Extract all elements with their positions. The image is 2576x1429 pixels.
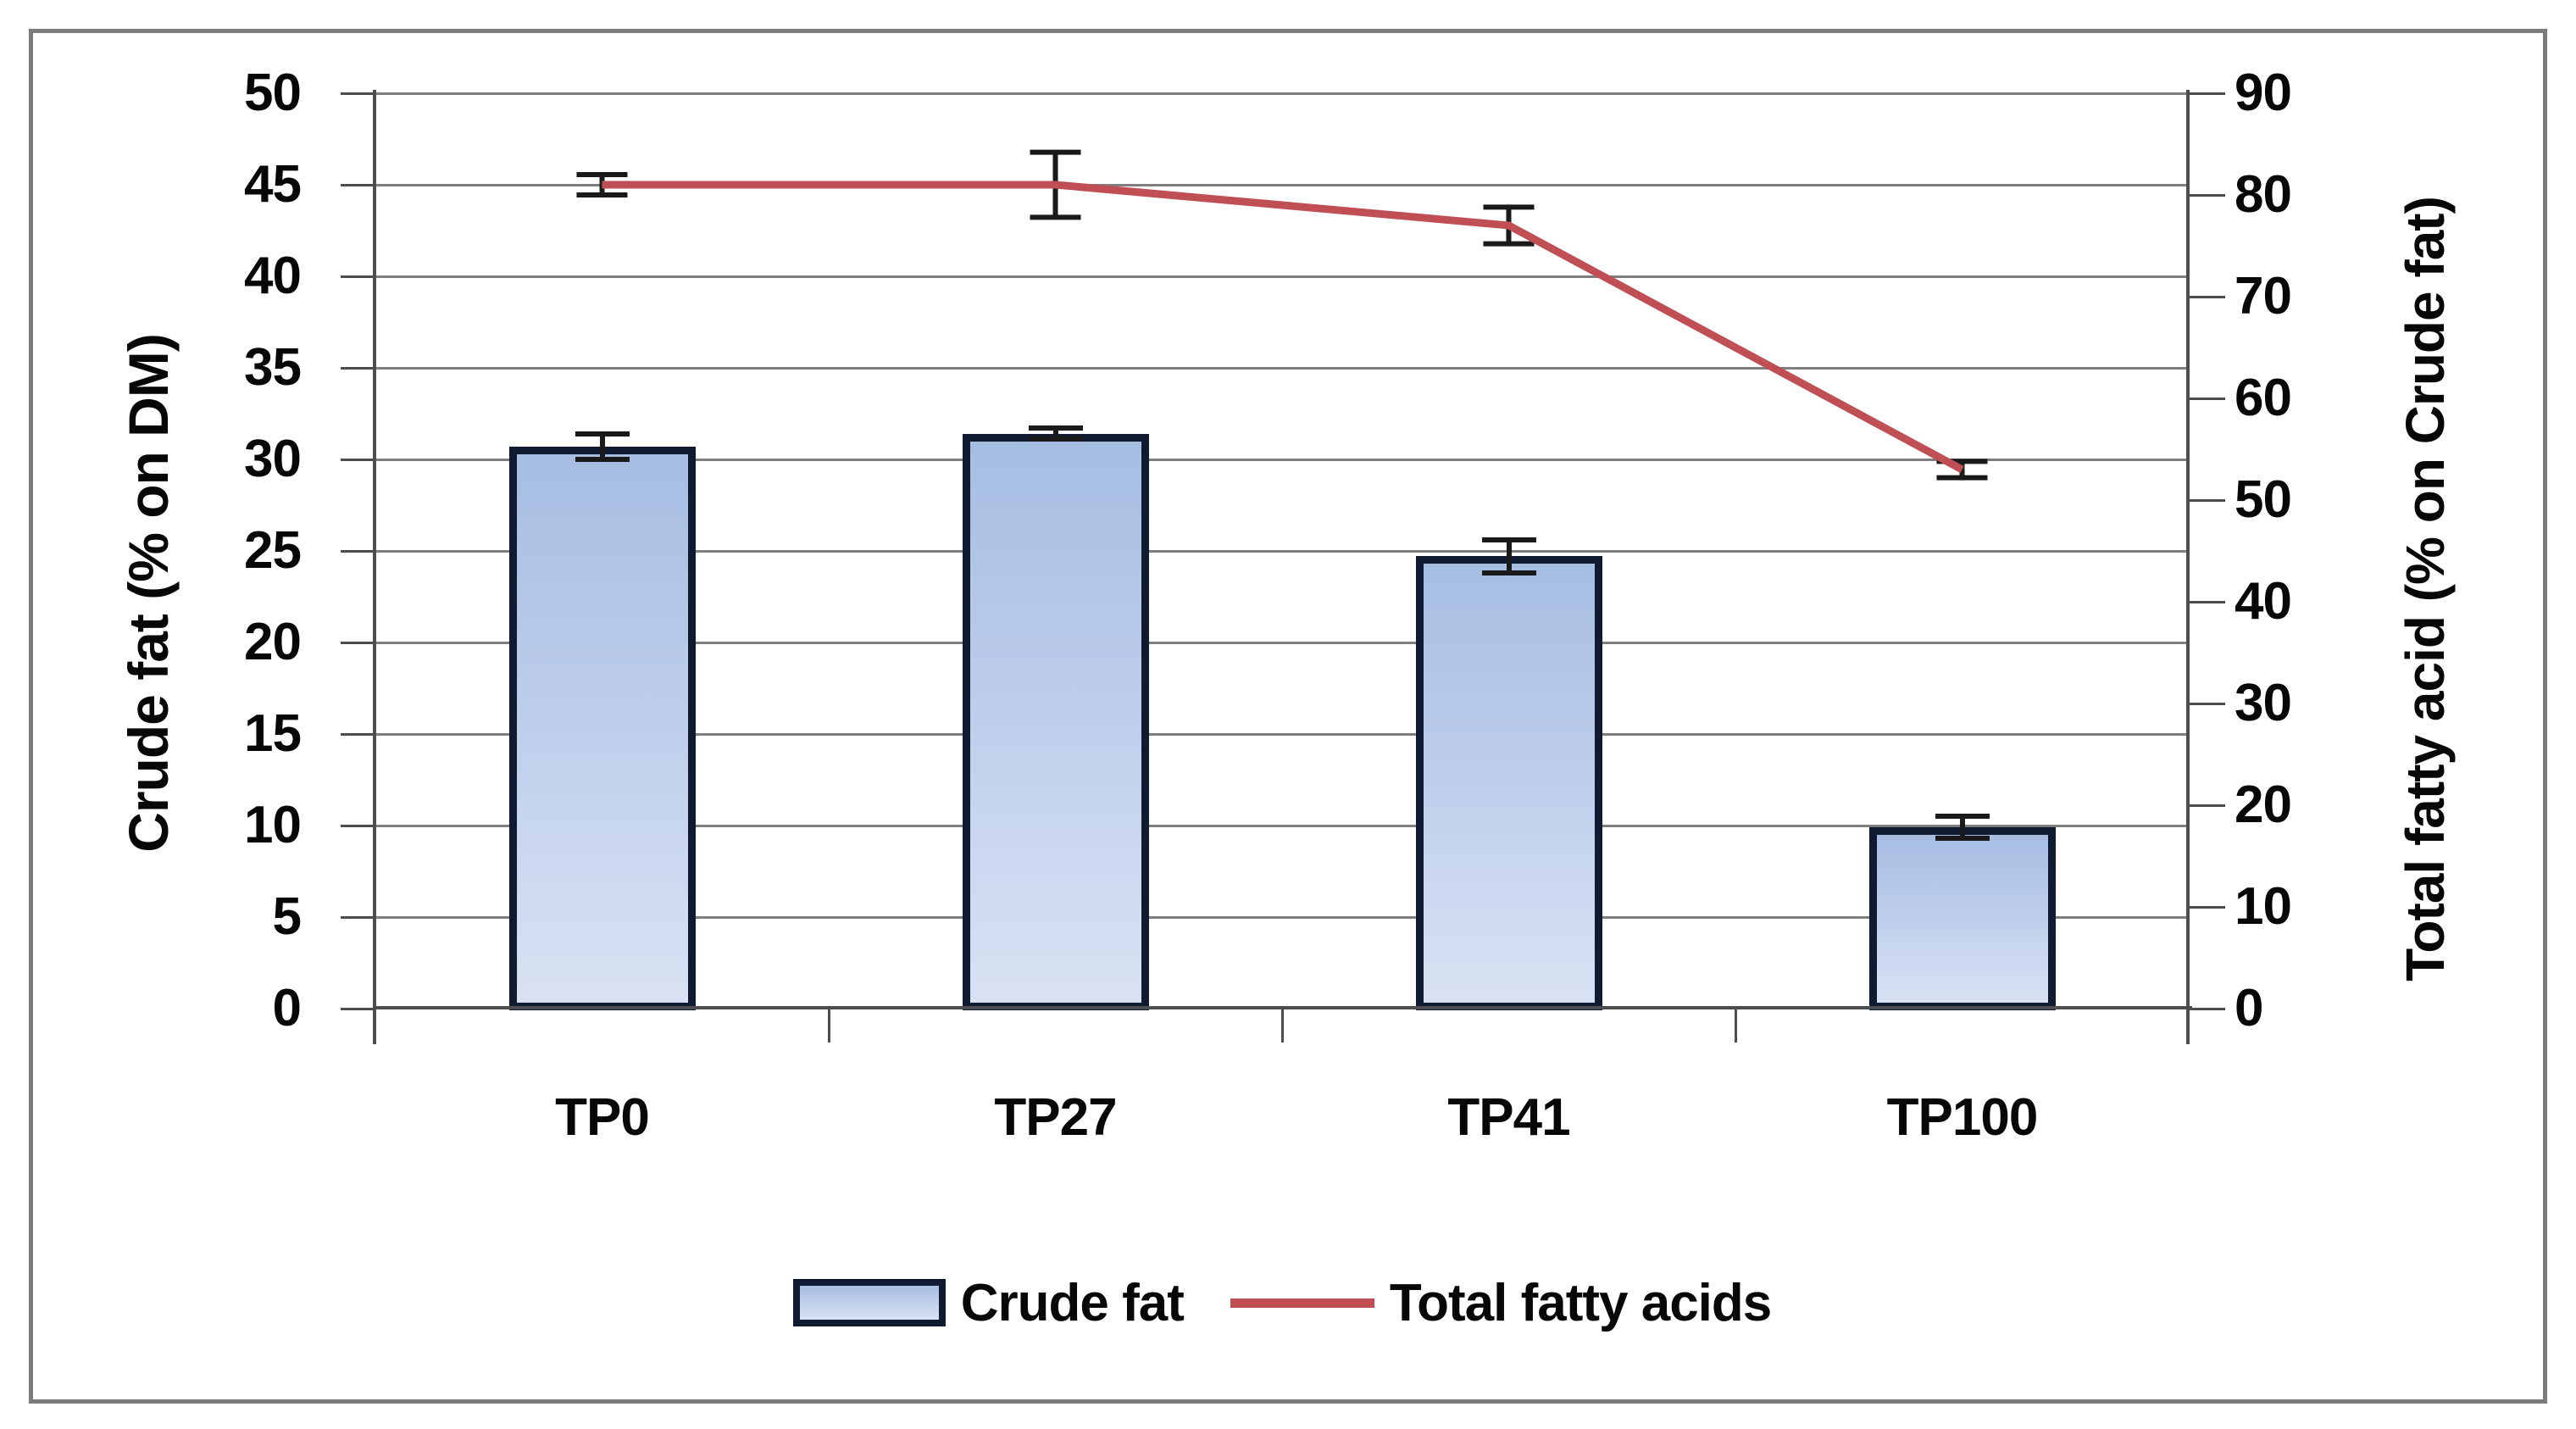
left-axis-tick (341, 824, 375, 827)
line-swatch-icon (1230, 1298, 1374, 1308)
gridline (375, 824, 2189, 827)
bar-error-bar-cap (575, 431, 630, 436)
x-axis-tick (827, 1009, 830, 1043)
bar-error-bar-cap (1481, 537, 1536, 543)
left-axis-tick (341, 915, 375, 919)
plot-area (375, 92, 2189, 1010)
x-tick-label: TP0 (555, 1088, 650, 1147)
left-axis-tick (341, 641, 375, 644)
right-tick-label: 40 (2235, 572, 2292, 631)
left-axis-tick (341, 732, 375, 736)
left-axis-tick (341, 1007, 375, 1010)
left-axis-line (373, 90, 376, 1044)
bar-error-bar-line (1052, 428, 1058, 440)
right-axis-tick (2190, 397, 2225, 400)
x-axis-tick (1280, 1009, 1284, 1043)
left-tick-label: 10 (244, 796, 302, 854)
gridline (375, 915, 2189, 919)
gridline (375, 183, 2189, 186)
bar-error-bar-cap (1935, 814, 1990, 820)
bar (1415, 556, 1602, 1010)
right-tick-label: 50 (2235, 470, 2292, 529)
left-axis-tick (341, 92, 375, 95)
bar (508, 446, 696, 1010)
gridline (375, 92, 2189, 95)
left-tick-label: 25 (244, 521, 302, 580)
right-axis-tick (2190, 295, 2225, 298)
bar-error-bar-cap (1481, 570, 1536, 575)
left-axis-tick (341, 183, 375, 186)
right-axis-tick (2190, 702, 2225, 705)
figure-border (29, 29, 2547, 1404)
legend-item-total-fatty-acids: Total fatty acids (1230, 1273, 1772, 1333)
gridline (375, 366, 2189, 370)
left-tick-label: 20 (244, 613, 302, 671)
gridline (375, 732, 2189, 736)
right-tick-label: 80 (2235, 165, 2292, 224)
x-axis-line (373, 1006, 2192, 1009)
left-tick-label: 50 (244, 64, 302, 122)
left-axis-tick (341, 366, 375, 370)
legend-item-crude-fat: Crude fat (792, 1273, 1185, 1333)
x-tick-label: TP27 (994, 1088, 1117, 1147)
left-tick-label: 30 (244, 430, 302, 488)
right-tick-label: 30 (2235, 674, 2292, 732)
right-axis-title: Total fatty acid (% on Crude fat) (2395, 197, 2456, 981)
right-axis-tick (2190, 1007, 2225, 1010)
right-axis-line (2186, 90, 2190, 1044)
right-axis-tick (2190, 498, 2225, 502)
right-tick-label: 20 (2235, 776, 2292, 834)
x-tick-label: TP100 (1886, 1088, 2039, 1147)
right-axis-tick (2190, 905, 2225, 909)
left-axis-title: Crude fat (% on DM) (117, 334, 180, 853)
legend-label-total-fatty-acids: Total fatty acids (1389, 1273, 1772, 1332)
bar-error-bar-line (1506, 540, 1512, 573)
bar-error-bar-cap (575, 457, 630, 462)
left-tick-label: 15 (244, 704, 302, 763)
left-tick-label: 35 (244, 338, 302, 397)
bar-swatch-icon (792, 1279, 946, 1326)
right-tick-label: 0 (2235, 979, 2263, 1037)
right-axis-tick (2190, 600, 2225, 603)
left-tick-label: 0 (272, 979, 302, 1037)
right-tick-label: 90 (2235, 64, 2292, 122)
left-axis-tick (341, 549, 375, 553)
left-axis-tick (341, 275, 375, 278)
bar-error-bar-cap (1935, 836, 1990, 842)
bar-error-bar-line (1959, 816, 1965, 839)
x-axis-tick (1734, 1009, 1737, 1043)
right-tick-label: 60 (2235, 369, 2292, 427)
bar-error-bar-line (599, 433, 605, 459)
left-axis-tick (341, 458, 375, 461)
bar-error-bar-cap (1028, 425, 1083, 431)
line-series-layer (576, 149, 1988, 481)
gridline (375, 458, 2189, 461)
gridline (375, 641, 2189, 644)
bar-error-bar-cap (1028, 436, 1083, 442)
right-tick-label: 70 (2235, 267, 2292, 325)
total-fatty-acids-line (602, 181, 1964, 473)
legend-label-crude-fat: Crude fat (960, 1273, 1185, 1332)
left-tick-label: 45 (244, 155, 302, 214)
left-tick-label: 5 (272, 887, 302, 946)
right-tick-label: 10 (2235, 877, 2292, 936)
right-axis-tick (2190, 92, 2225, 95)
left-tick-label: 40 (244, 247, 302, 305)
legend: Crude fat Total fatty acids (375, 1270, 2189, 1336)
right-axis-tick (2190, 803, 2225, 807)
right-axis-tick (2190, 193, 2225, 197)
gridline (375, 549, 2189, 553)
gridline (375, 275, 2189, 278)
x-tick-label: TP41 (1447, 1088, 1570, 1147)
